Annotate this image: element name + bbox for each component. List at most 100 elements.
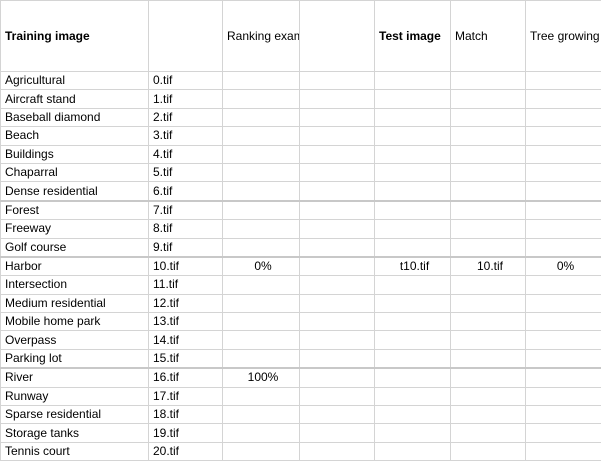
cell-file[interactable]: 1.tif — [148, 89, 223, 109]
cell-blank[interactable] — [299, 441, 375, 462]
cell-ranking-example[interactable] — [222, 237, 300, 258]
cell-match[interactable] — [450, 293, 526, 314]
cell-tree-growing-potential[interactable] — [525, 405, 601, 425]
cell-match[interactable] — [450, 162, 526, 183]
cell-test-image[interactable] — [374, 70, 451, 91]
cell-blank[interactable] — [299, 181, 375, 202]
header-tree-growing-potential[interactable]: Tree growing potential — [525, 0, 601, 72]
cell-ranking-example[interactable] — [222, 144, 300, 164]
header-match[interactable]: Match — [450, 0, 526, 72]
cell-blank[interactable] — [299, 348, 375, 369]
cell-match[interactable] — [450, 89, 526, 109]
cell-training-image[interactable]: Forest — [0, 199, 149, 221]
cell-tree-growing-potential[interactable] — [525, 162, 601, 183]
cell-training-image[interactable]: Golf course — [0, 237, 149, 258]
cell-test-image[interactable] — [374, 441, 451, 462]
cell-ranking-example[interactable] — [222, 181, 300, 202]
cell-match[interactable] — [450, 441, 526, 462]
cell-match[interactable] — [450, 107, 526, 128]
cell-tree-growing-potential[interactable] — [525, 70, 601, 91]
cell-file[interactable]: 17.tif — [148, 386, 223, 407]
cell-test-image[interactable] — [374, 348, 451, 369]
cell-training-image[interactable]: Overpass — [0, 330, 149, 350]
cell-ranking-example[interactable] — [222, 312, 300, 332]
cell-match[interactable] — [450, 348, 526, 369]
cell-ranking-example[interactable] — [222, 162, 300, 183]
cell-blank[interactable] — [299, 405, 375, 425]
cell-ranking-example[interactable] — [222, 70, 300, 91]
cell-tree-growing-potential[interactable] — [525, 386, 601, 407]
cell-blank[interactable] — [299, 107, 375, 128]
cell-tree-growing-potential[interactable] — [525, 199, 601, 221]
cell-test-image[interactable] — [374, 126, 451, 146]
cell-match[interactable]: 10.tif — [450, 255, 526, 277]
cell-tree-growing-potential[interactable] — [525, 348, 601, 369]
cell-blank[interactable] — [299, 144, 375, 164]
cell-tree-growing-potential[interactable]: 0% — [525, 255, 601, 277]
cell-blank[interactable] — [299, 312, 375, 332]
cell-ranking-example[interactable] — [222, 423, 300, 443]
cell-match[interactable] — [450, 181, 526, 202]
cell-file[interactable]: 16.tif — [148, 367, 223, 388]
cell-test-image[interactable] — [374, 107, 451, 128]
cell-test-image[interactable] — [374, 144, 451, 164]
cell-tree-growing-potential[interactable] — [525, 107, 601, 128]
cell-training-image[interactable]: Baseball diamond — [0, 107, 149, 128]
cell-match[interactable] — [450, 330, 526, 350]
cell-training-image[interactable]: Chaparral — [0, 162, 149, 183]
cell-blank[interactable] — [299, 367, 375, 388]
cell-tree-growing-potential[interactable] — [525, 126, 601, 146]
cell-tree-growing-potential[interactable] — [525, 367, 601, 388]
cell-test-image[interactable] — [374, 330, 451, 350]
cell-test-image[interactable]: t10.tif — [374, 255, 451, 277]
cell-file[interactable]: 13.tif — [148, 312, 223, 332]
cell-test-image[interactable] — [374, 237, 451, 258]
cell-ranking-example[interactable] — [222, 293, 300, 314]
cell-blank[interactable] — [299, 293, 375, 314]
cell-blank[interactable] — [299, 255, 375, 277]
cell-tree-growing-potential[interactable] — [525, 423, 601, 443]
cell-blank[interactable] — [299, 386, 375, 407]
cell-match[interactable] — [450, 367, 526, 388]
cell-test-image[interactable] — [374, 367, 451, 388]
header-file[interactable] — [148, 0, 223, 72]
cell-file[interactable]: 18.tif — [148, 405, 223, 425]
cell-training-image[interactable]: Harbor — [0, 255, 149, 277]
cell-test-image[interactable] — [374, 199, 451, 221]
cell-ranking-example[interactable] — [222, 199, 300, 221]
cell-test-image[interactable] — [374, 405, 451, 425]
cell-file[interactable]: 4.tif — [148, 144, 223, 164]
cell-training-image[interactable]: Dense residential — [0, 181, 149, 202]
cell-blank[interactable] — [299, 423, 375, 443]
cell-test-image[interactable] — [374, 312, 451, 332]
cell-training-image[interactable]: Freeway — [0, 219, 149, 239]
cell-file[interactable]: 11.tif — [148, 275, 223, 295]
cell-tree-growing-potential[interactable] — [525, 330, 601, 350]
cell-blank[interactable] — [299, 330, 375, 350]
cell-file[interactable]: 6.tif — [148, 181, 223, 202]
cell-tree-growing-potential[interactable] — [525, 89, 601, 109]
cell-test-image[interactable] — [374, 423, 451, 443]
cell-file[interactable]: 15.tif — [148, 348, 223, 369]
cell-file[interactable]: 2.tif — [148, 107, 223, 128]
cell-ranking-example[interactable] — [222, 126, 300, 146]
cell-match[interactable] — [450, 70, 526, 91]
cell-tree-growing-potential[interactable] — [525, 441, 601, 462]
cell-ranking-example[interactable] — [222, 386, 300, 407]
cell-file[interactable]: 20.tif — [148, 441, 223, 462]
cell-training-image[interactable]: Storage tanks — [0, 423, 149, 443]
cell-test-image[interactable] — [374, 162, 451, 183]
cell-ranking-example[interactable]: 0% — [222, 255, 300, 277]
cell-ranking-example[interactable] — [222, 441, 300, 462]
cell-training-image[interactable]: Beach — [0, 126, 149, 146]
cell-blank[interactable] — [299, 275, 375, 295]
cell-training-image[interactable]: Mobile home park — [0, 312, 149, 332]
cell-training-image[interactable]: Aircraft stand — [0, 89, 149, 109]
cell-test-image[interactable] — [374, 89, 451, 109]
cell-test-image[interactable] — [374, 219, 451, 239]
cell-tree-growing-potential[interactable] — [525, 144, 601, 164]
cell-file[interactable]: 7.tif — [148, 199, 223, 221]
cell-tree-growing-potential[interactable] — [525, 293, 601, 314]
cell-file[interactable]: 12.tif — [148, 293, 223, 314]
cell-training-image[interactable]: Parking lot — [0, 348, 149, 369]
